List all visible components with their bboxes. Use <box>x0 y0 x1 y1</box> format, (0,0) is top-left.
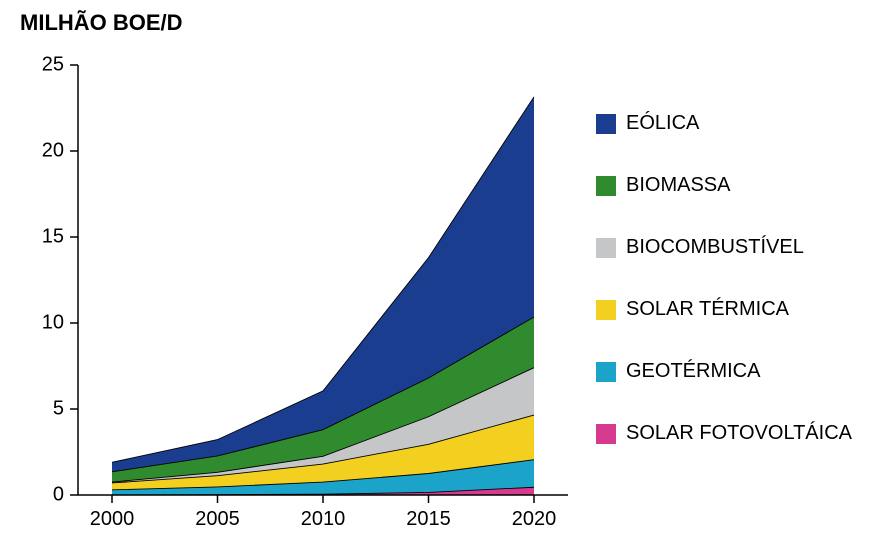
y-tick-label: 25 <box>42 53 64 75</box>
y-tick-label: 0 <box>53 483 64 505</box>
legend-item-solar_termica: SOLAR TÉRMICA <box>596 298 789 321</box>
legend-swatch <box>596 176 616 196</box>
area-chart: 0 5 10 15 20 25 2000 2005 2010 2015 2020 <box>0 0 572 535</box>
x-tick-label: 2000 <box>90 508 135 530</box>
y-tick-label: 20 <box>42 139 64 161</box>
legend-swatch <box>596 300 616 320</box>
legend-swatch <box>596 238 616 258</box>
legend-swatch <box>596 362 616 382</box>
legend-item-biocombustivel: BIOCOMBUSTÍVEL <box>596 236 804 259</box>
legend-swatch <box>596 114 616 134</box>
legend-item-eolica: EÓLICA <box>596 112 699 135</box>
legend-label: SOLAR TÉRMICA <box>626 298 789 321</box>
legend-item-biomassa: BIOMASSA <box>596 174 730 197</box>
legend-label: GEOTÉRMICA <box>626 360 760 383</box>
y-tick-label: 15 <box>42 225 64 247</box>
chart-container: MILHÃO BOE/D 051015202520002005201020152… <box>0 0 873 554</box>
x-tick-label: 2020 <box>512 508 557 530</box>
legend-swatch <box>596 424 616 444</box>
legend-label: BIOCOMBUSTÍVEL <box>626 236 804 259</box>
legend-item-geotermica: GEOTÉRMICA <box>596 360 760 383</box>
x-tick-label: 2015 <box>406 508 451 530</box>
y-tick-label: 5 <box>53 397 64 419</box>
x-tick-label: 2005 <box>195 508 240 530</box>
y-tick-label: 10 <box>42 311 64 333</box>
legend-item-solar_fotovoltaica: SOLAR FOTOVOLTÁICA <box>596 422 852 445</box>
legend-label: BIOMASSA <box>626 174 730 197</box>
x-tick-label: 2010 <box>301 508 346 530</box>
legend-label: EÓLICA <box>626 112 699 135</box>
legend-label: SOLAR FOTOVOLTÁICA <box>626 422 852 445</box>
